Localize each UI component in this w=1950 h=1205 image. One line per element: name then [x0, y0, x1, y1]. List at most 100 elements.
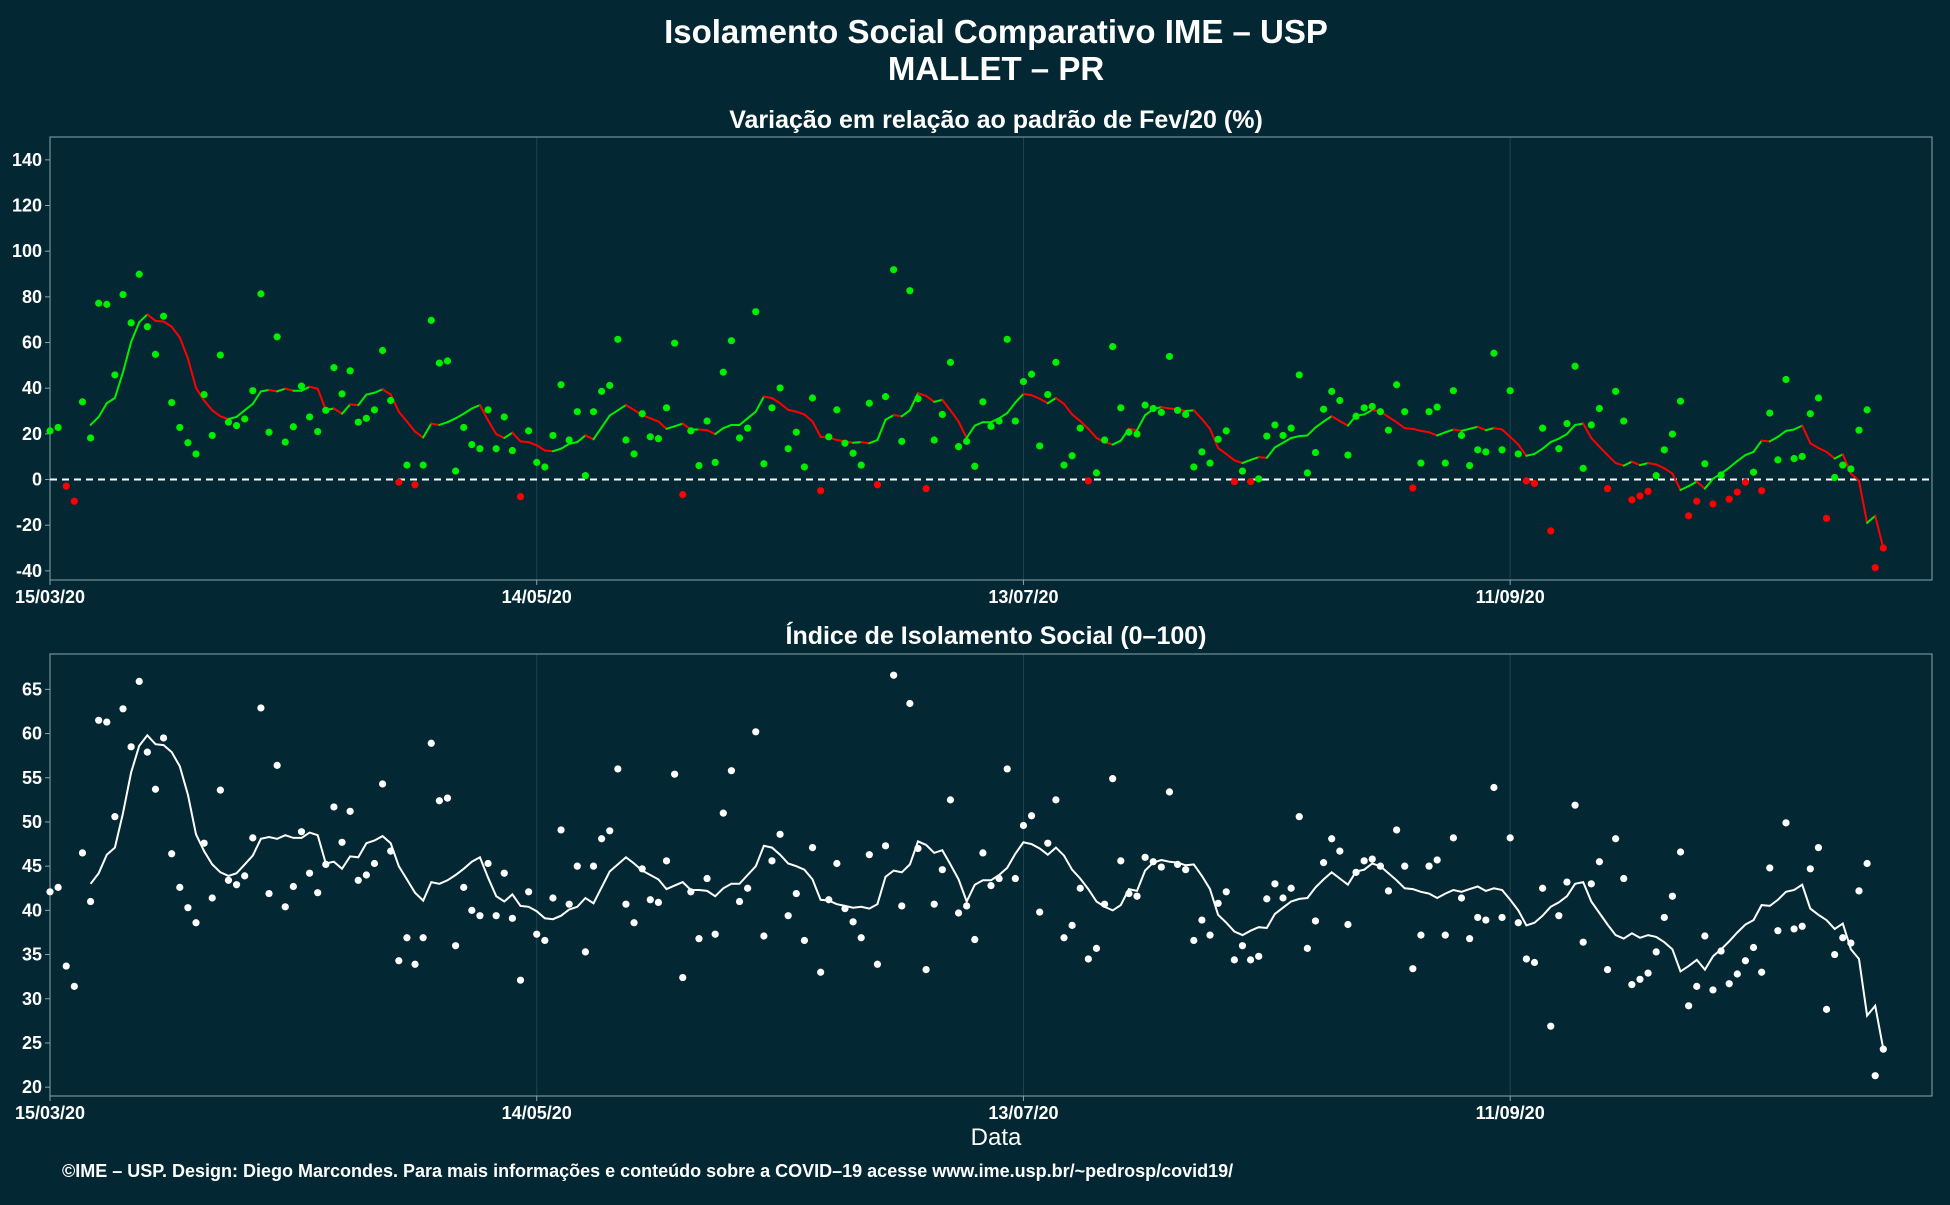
data-point [735, 897, 744, 906]
moving-average-segment [1760, 439, 1771, 443]
data-point [1238, 942, 1247, 950]
data-point [1409, 965, 1417, 973]
data-point [946, 358, 955, 366]
data-point [703, 874, 711, 883]
data-point [606, 827, 614, 835]
moving-average-segment [1622, 460, 1633, 467]
moving-average-segment [1663, 467, 1674, 475]
moving-average-segment [1849, 472, 1860, 482]
data-point [1425, 862, 1433, 870]
isolation-index-panel-title: Índice de Isolamento Social (0–100) [786, 621, 1207, 650]
data-point [1530, 958, 1539, 967]
data-point [1758, 487, 1766, 495]
data-point [614, 765, 622, 773]
data-point [159, 312, 168, 320]
data-point [589, 862, 598, 870]
data-point [314, 889, 322, 897]
data-point [1717, 471, 1725, 479]
y-tick-label: 100 [12, 241, 42, 261]
data-point [1555, 912, 1563, 920]
data-point [338, 838, 346, 846]
data-point [370, 859, 379, 868]
data-point [1636, 492, 1644, 500]
data-point [557, 826, 565, 834]
data-point [752, 728, 760, 736]
data-point [54, 883, 62, 891]
data-point [1011, 417, 1019, 425]
data-point [370, 406, 379, 414]
data-point [435, 359, 443, 367]
data-point [1749, 943, 1758, 952]
moving-average-segment [1517, 443, 1528, 457]
data-point [1466, 461, 1474, 470]
data-point [46, 427, 54, 435]
moving-average-segment [754, 395, 765, 413]
data-point [735, 434, 744, 442]
moving-average-segment [1322, 415, 1333, 423]
y-tick-label: 0 [32, 470, 42, 490]
data-point [1539, 884, 1547, 892]
credits-caption: ©IME – USP. Design: Diego Marcondes. Par… [62, 1161, 1233, 1181]
data-point [1717, 947, 1725, 955]
moving-average-segment [430, 422, 441, 426]
data-point [752, 308, 760, 316]
moving-average-segment [1460, 427, 1471, 432]
data-point [1393, 826, 1401, 834]
moving-average-segment [332, 407, 344, 415]
data-point [1628, 981, 1636, 989]
data-point [1044, 390, 1052, 399]
data-point [1612, 387, 1620, 395]
data-point [581, 472, 589, 480]
moving-average-segment [235, 409, 246, 418]
moving-average-segment [105, 397, 116, 405]
moving-average-segment [1184, 409, 1195, 413]
moving-average-segment [624, 404, 636, 411]
data-point [1360, 404, 1368, 412]
moving-average-segment [1598, 445, 1609, 457]
data-point [1222, 888, 1230, 896]
data-point [549, 431, 557, 440]
moving-average-segment [1030, 394, 1041, 400]
data-point [257, 704, 265, 712]
data-point [565, 436, 573, 444]
data-point [289, 882, 297, 891]
moving-average-segment [535, 444, 546, 452]
moving-average-segment [1282, 436, 1293, 444]
data-point [103, 300, 111, 308]
moving-average-segment [357, 393, 368, 407]
moving-average-segment [1476, 425, 1487, 432]
data-point [1173, 860, 1182, 868]
moving-average-segment [162, 320, 173, 328]
data-point [224, 418, 233, 426]
data-point [898, 437, 906, 445]
data-point [281, 903, 289, 911]
data-point [1863, 859, 1871, 868]
moving-average-segment [251, 390, 262, 405]
moving-average-segment [1606, 454, 1617, 465]
data-point [1287, 424, 1295, 432]
data-point [881, 393, 890, 401]
data-point [784, 445, 792, 453]
moving-average-segment [1647, 462, 1658, 466]
data-point [784, 912, 792, 920]
data-point [825, 896, 833, 904]
moving-average-segment [349, 403, 360, 407]
data-point [646, 433, 654, 441]
moving-average-segment [998, 412, 1009, 420]
y-tick-label: 140 [12, 150, 42, 170]
data-point [776, 384, 784, 392]
data-point [1790, 925, 1798, 933]
moving-average-segment [1403, 427, 1414, 430]
y-tick-label: 20 [22, 424, 42, 444]
data-point [533, 458, 541, 466]
data-point [1222, 427, 1230, 435]
moving-average-segment [130, 321, 141, 344]
data-point [1311, 917, 1320, 925]
moving-average-segment [1363, 408, 1374, 416]
data-point [273, 333, 281, 341]
data-point [54, 423, 62, 432]
data-point [1879, 1045, 1887, 1053]
data-point [1206, 459, 1214, 467]
data-point [776, 830, 784, 838]
x-axis-label: Data [971, 1124, 1022, 1151]
